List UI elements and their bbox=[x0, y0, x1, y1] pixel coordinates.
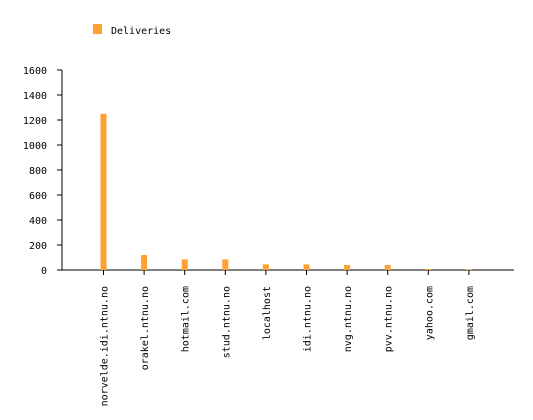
x-tick-label: gmail.com bbox=[465, 286, 476, 340]
y-tick-label: 400 bbox=[29, 216, 47, 227]
y-tick-label: 0 bbox=[41, 266, 47, 277]
axes bbox=[61, 70, 514, 271]
x-tick-label: orakel.ntnu.no bbox=[140, 286, 151, 370]
x-tick-label: nvg.ntnu.no bbox=[343, 286, 354, 352]
x-tick-label: stud.ntnu.no bbox=[221, 286, 232, 358]
y-tick-label: 800 bbox=[29, 166, 47, 177]
x-tick-label: idi.ntnu.no bbox=[303, 286, 314, 352]
y-tick-label: 1400 bbox=[23, 91, 47, 102]
bar bbox=[465, 269, 472, 270]
bar bbox=[100, 113, 107, 270]
legend: Deliveries bbox=[93, 24, 171, 37]
x-ticks: norvelde.idi.ntnu.no orakel.ntnu.no hotmai… bbox=[100, 270, 476, 406]
x-tick-label: localhost bbox=[262, 286, 273, 340]
bar bbox=[344, 265, 351, 270]
bar bbox=[141, 255, 148, 270]
bar bbox=[384, 265, 391, 270]
x-tick-label: pvv.ntnu.no bbox=[384, 286, 395, 352]
bar bbox=[222, 259, 229, 270]
x-tick-label: hotmail.com bbox=[181, 286, 192, 352]
x-tick-label: yahoo.com bbox=[424, 286, 435, 340]
y-tick-label: 600 bbox=[29, 191, 47, 202]
bar bbox=[262, 264, 269, 270]
y-tick-label: 1600 bbox=[23, 66, 47, 77]
bar bbox=[181, 259, 188, 270]
y-tick-label: 1000 bbox=[23, 141, 47, 152]
y-tick-label: 200 bbox=[29, 241, 47, 252]
y-tick-label: 1200 bbox=[23, 116, 47, 127]
x-tick-label: norvelde.idi.ntnu.no bbox=[100, 286, 111, 406]
legend-swatch bbox=[93, 24, 102, 34]
bars bbox=[100, 113, 472, 270]
legend-label: Deliveries bbox=[111, 26, 171, 37]
bar bbox=[425, 269, 432, 270]
bar bbox=[303, 264, 310, 270]
y-ticks: 0 200 400 600 800 1000 1200 1400 1600 bbox=[23, 66, 62, 277]
